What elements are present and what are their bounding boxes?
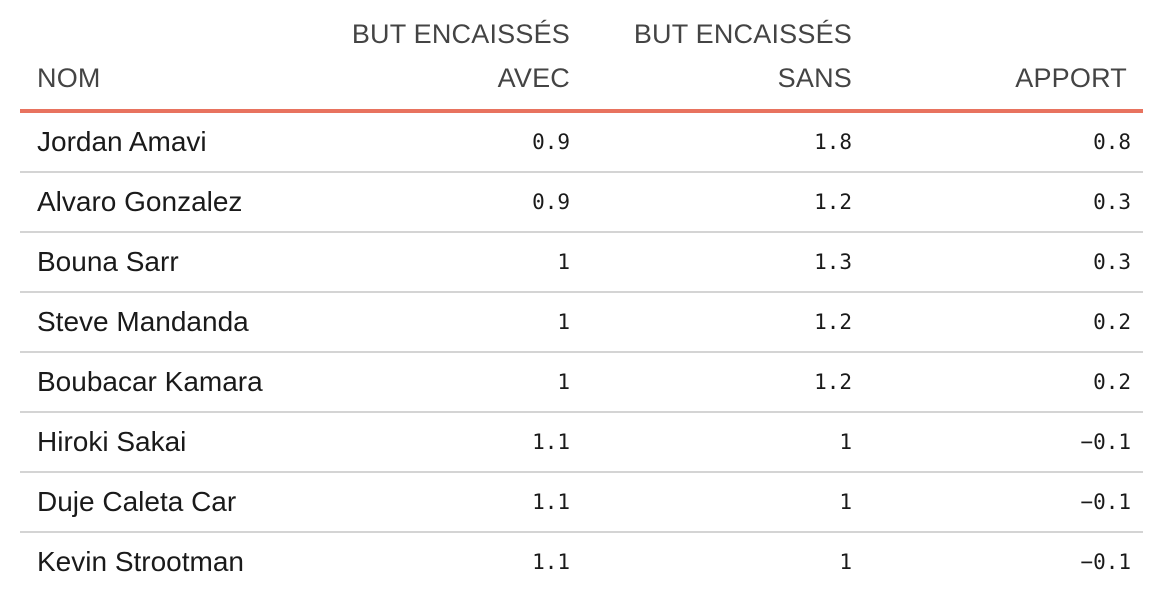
table-row: Duje Caleta Car 1.1 1 −0.1 [20,472,1143,533]
header-contribution-label: APPORT [1015,63,1127,93]
player-name: Steve Mandanda [20,292,310,353]
header-name: NOM [20,0,310,113]
goals-without-value: 1.3 [570,232,852,293]
goals-table-container: NOM BUT ENCAISSÉS AVEC BUT ENCAISSÉS SAN… [20,0,1143,591]
header-row: NOM BUT ENCAISSÉS AVEC BUT ENCAISSÉS SAN… [20,0,1143,113]
contribution-value: 0.2 [852,292,1143,353]
header-name-label: NOM [37,63,101,93]
contribution-value: 0.3 [852,172,1143,233]
goals-without-value: 1 [839,550,852,574]
goals-without-value: 1.8 [570,111,852,173]
player-name: Bouna Sarr [20,232,310,293]
goals-without-value: 1 [570,412,852,473]
contribution-value: 0.8 [852,111,1143,173]
goals-with-value: 1 [310,292,570,353]
player-name: Jordan Amavi [20,111,310,173]
contribution-value: −0.1 [852,412,1143,473]
header-goals-without: BUT ENCAISSÉS SANS [570,0,852,113]
header-contribution: APPORT [852,0,1143,113]
player-name: Alvaro Gonzalez [20,172,310,233]
header-goals-with: BUT ENCAISSÉS AVEC [310,0,570,113]
contribution-value: −0.1 [852,472,1143,533]
goals-with-value: 0.9 [310,111,570,173]
goals-without-value: 1.2 [570,172,852,233]
goals-without-value: 1 [570,472,852,533]
player-name: Hiroki Sakai [20,412,310,473]
table-header: NOM BUT ENCAISSÉS AVEC BUT ENCAISSÉS SAN… [20,0,1143,113]
table-row: Jordan Amavi 0.9 1.8 0.8 [20,111,1143,173]
contribution-value: 0.2 [852,352,1143,413]
table-body: Jordan Amavi 0.9 1.8 0.8 Alvaro Gonzalez… [20,111,1143,591]
goals-with-value: 1 [310,352,570,413]
goals-table: NOM BUT ENCAISSÉS AVEC BUT ENCAISSÉS SAN… [20,0,1143,591]
goals-with-value: 0.9 [310,172,570,233]
goals-with-value: 1 [310,232,570,293]
table-row: Alvaro Gonzalez 0.9 1.2 0.3 [20,172,1143,233]
header-goals-without-line1: BUT ENCAISSÉS [633,19,852,49]
contribution-value: 0.3 [852,232,1143,293]
player-name: Boubacar Kamara [20,352,310,413]
table-row: Hiroki Sakai 1.1 1 −0.1 [20,412,1143,473]
goals-without-value: 1.2 [570,292,852,353]
goals-with-value: 1.1 [532,550,570,574]
header-goals-with-line1: BUT ENCAISSÉS [351,19,570,49]
player-name: Kevin Strootman [37,546,244,577]
goals-with-value: 1.1 [310,472,570,533]
player-name: Duje Caleta Car [20,472,310,533]
table-row: Kevin Strootman 1.1 1 −0.1 [20,532,1143,591]
table-row: Boubacar Kamara 1 1.2 0.2 [20,352,1143,413]
header-goals-without-line2: SANS [777,63,852,93]
table-row: Bouna Sarr 1 1.3 0.3 [20,232,1143,293]
table-row: Steve Mandanda 1 1.2 0.2 [20,292,1143,353]
contribution-value: −0.1 [1080,550,1131,574]
goals-with-value: 1.1 [310,412,570,473]
header-goals-with-line2: AVEC [497,63,570,93]
goals-without-value: 1.2 [570,352,852,413]
